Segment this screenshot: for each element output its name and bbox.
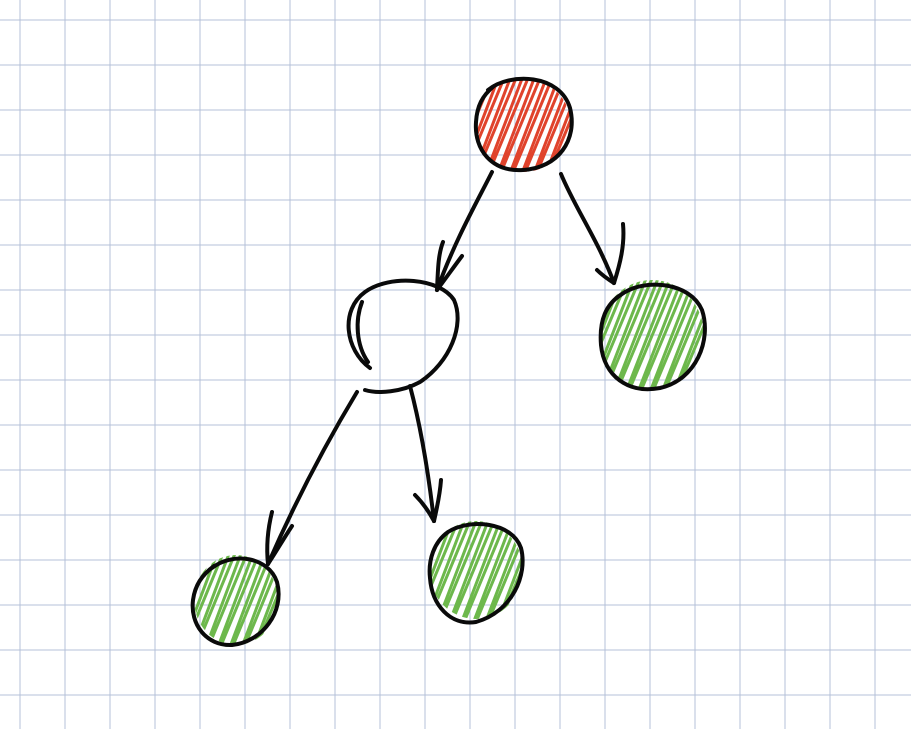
scribble-fill	[429, 521, 523, 619]
scribble-fill	[600, 280, 704, 390]
edge-left-child-to-left-right-grandchild	[408, 384, 443, 523]
node-left-child	[346, 278, 460, 394]
node-left-right-grandchild	[427, 521, 525, 625]
node-root	[473, 76, 574, 173]
edge-root-to-right-child	[559, 172, 626, 285]
edge-root-to-left-child	[435, 170, 494, 292]
node-right-child	[598, 280, 707, 392]
node-left-left-grandchild	[190, 555, 281, 648]
edge-left-child-to-left-left-grandchild	[265, 390, 359, 566]
scribble-fill	[475, 78, 571, 172]
scribble-fill	[194, 555, 278, 645]
